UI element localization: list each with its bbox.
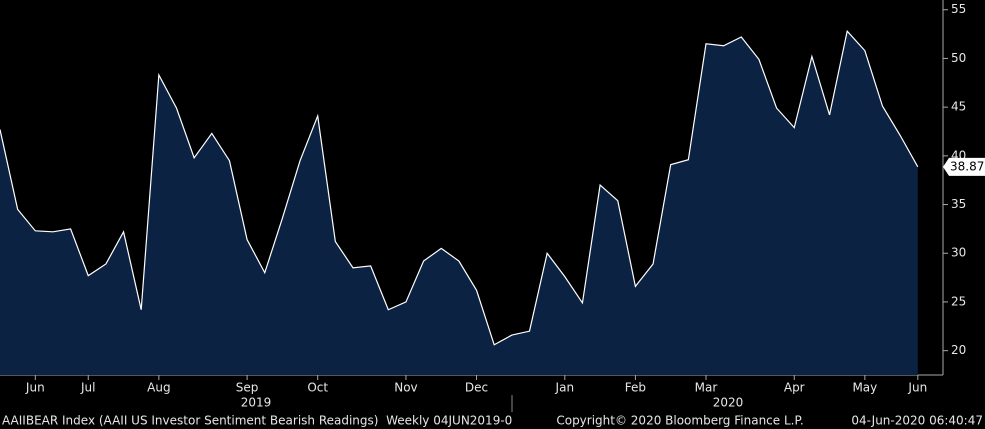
last-value-box [943,157,985,176]
x-tick-label: Aug [147,381,170,395]
y-tick-label: 20 [951,343,966,357]
x-tick-label: Jun [907,381,927,395]
x-tick-label: Dec [465,381,488,395]
footer-right: 04-Jun-2020 06:40:47 [851,414,983,428]
x-tick-label: Jun [25,381,45,395]
y-tick-label: 25 [951,294,966,308]
last-value-label: 38.87 [950,159,984,173]
x-tick-label: Oct [307,381,328,395]
x-tick-label: Sep [236,381,259,395]
footer-left: AAIIBEAR Index (AAII US Investor Sentime… [2,414,512,428]
y-tick-label: 35 [951,197,966,211]
y-tick-label: 55 [951,2,966,16]
line [0,29,919,346]
x-tick-label: Nov [394,381,417,395]
y-tick-label: 45 [951,100,966,114]
x-tick-label: Jan [555,381,575,395]
x-tick-label: Mar [695,381,718,395]
footer-center: Copyright© 2020 Bloomberg Finance L.P. [556,414,803,428]
area [0,31,918,376]
x-tick-label: Apr [784,381,805,395]
x-tick-label: Feb [625,381,646,395]
x-tick-label: Jul [80,381,95,395]
y-tick-label: 30 [951,246,966,260]
x-tick-label: May [852,381,877,395]
year-label: 2019 [241,396,272,410]
y-tick-label: 50 [951,51,966,65]
year-label: 2020 [713,396,744,410]
